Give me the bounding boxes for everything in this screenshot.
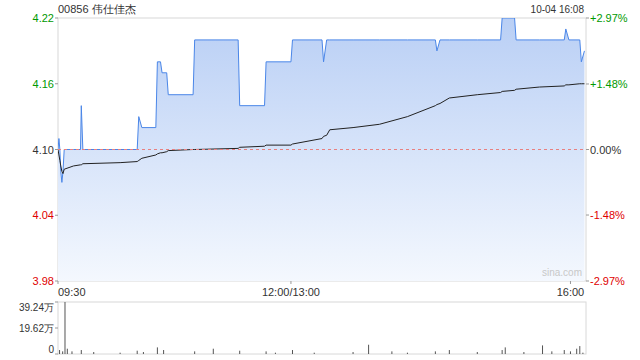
volume-bar <box>502 350 503 354</box>
x-tick <box>570 281 571 284</box>
volume-bar <box>81 350 82 354</box>
volume-bar <box>477 352 478 354</box>
y-tick-label: 4.04 <box>33 209 54 221</box>
volume-area <box>59 302 583 354</box>
y-tick <box>55 83 58 84</box>
x-tick-label: 16:00 <box>557 286 585 298</box>
volume-bar <box>71 351 72 354</box>
volume-bar <box>582 353 583 354</box>
y2-tick <box>586 281 589 282</box>
y-tick-label: 4.22 <box>33 12 54 24</box>
y2-tick-label: -1.48% <box>590 209 625 221</box>
volume-bar <box>64 302 65 354</box>
volume-bar <box>157 347 158 354</box>
watermark: sina.com <box>542 267 582 278</box>
volume-bar <box>67 349 68 354</box>
y-tick-label: 3.98 <box>33 275 54 287</box>
volume-bar <box>239 351 240 354</box>
volume-bar <box>576 349 577 354</box>
y-tick-label: 4.10 <box>33 144 54 156</box>
volume-bar <box>505 347 506 354</box>
price-line <box>58 18 584 182</box>
y-tick <box>55 302 58 303</box>
y2-tick-label: +1.48% <box>590 78 628 90</box>
y-tick <box>55 328 58 329</box>
y-tick <box>55 354 58 355</box>
volume-bar <box>266 351 267 354</box>
y-tick-label: 0 <box>48 344 54 355</box>
volume-bar <box>275 353 276 354</box>
y2-tick-label: 0.00% <box>590 144 621 156</box>
x-tick <box>290 281 291 284</box>
x-tick-label: 09:30 <box>58 286 86 298</box>
volume-frame <box>58 302 586 354</box>
y2-tick <box>586 215 589 216</box>
y-tick-label: 39.24万 <box>19 302 54 313</box>
volume-bar <box>314 353 315 354</box>
volume-bar <box>213 349 214 354</box>
volume-bar <box>93 352 94 354</box>
average-line <box>58 84 584 174</box>
title: 00856 伟仕佳杰 <box>58 3 136 15</box>
volume-bar <box>391 351 392 354</box>
volume-bar <box>570 351 571 354</box>
volume-bar <box>292 350 293 354</box>
volume-bar <box>579 346 580 354</box>
y-tick <box>55 149 58 150</box>
volume-bar <box>435 351 436 354</box>
y2-tick <box>586 18 589 19</box>
plot-frame <box>58 18 586 281</box>
volume-bar <box>551 351 552 354</box>
chart: 00856 伟仕佳杰 10-04 16:08 4.22 4.16 4.10 4.04 3.9… <box>0 0 640 360</box>
volume-bar <box>163 350 164 354</box>
volume-bar <box>407 353 408 354</box>
x-tick-label: 12:00/13:00 <box>262 286 320 298</box>
volume-bar <box>523 352 524 354</box>
volume-bar <box>353 352 354 354</box>
y2-tick <box>586 149 589 150</box>
x-tick <box>58 281 59 284</box>
y2-tick-label: -2.97% <box>590 275 625 287</box>
subtitle: 10-04 16:08 <box>531 4 585 15</box>
volume-bar <box>368 345 369 354</box>
y-tick-label: 4.16 <box>33 78 54 90</box>
volume-bar <box>59 350 60 354</box>
volume-bar <box>449 350 450 354</box>
volume-bar <box>564 350 565 354</box>
volume-bar <box>143 352 144 354</box>
y-tick <box>55 215 58 216</box>
y2-tick <box>586 83 589 84</box>
volume-bar <box>120 353 121 354</box>
y-tick-label: 19.62万 <box>19 323 54 334</box>
volume-bar <box>542 345 543 354</box>
baseline <box>58 149 586 150</box>
volume-bar <box>62 351 63 354</box>
volume-bar <box>194 351 195 354</box>
plot-area <box>58 18 586 281</box>
volume-bar <box>137 351 138 354</box>
y-tick <box>55 18 58 19</box>
y2-tick-label: +2.97% <box>590 12 628 24</box>
